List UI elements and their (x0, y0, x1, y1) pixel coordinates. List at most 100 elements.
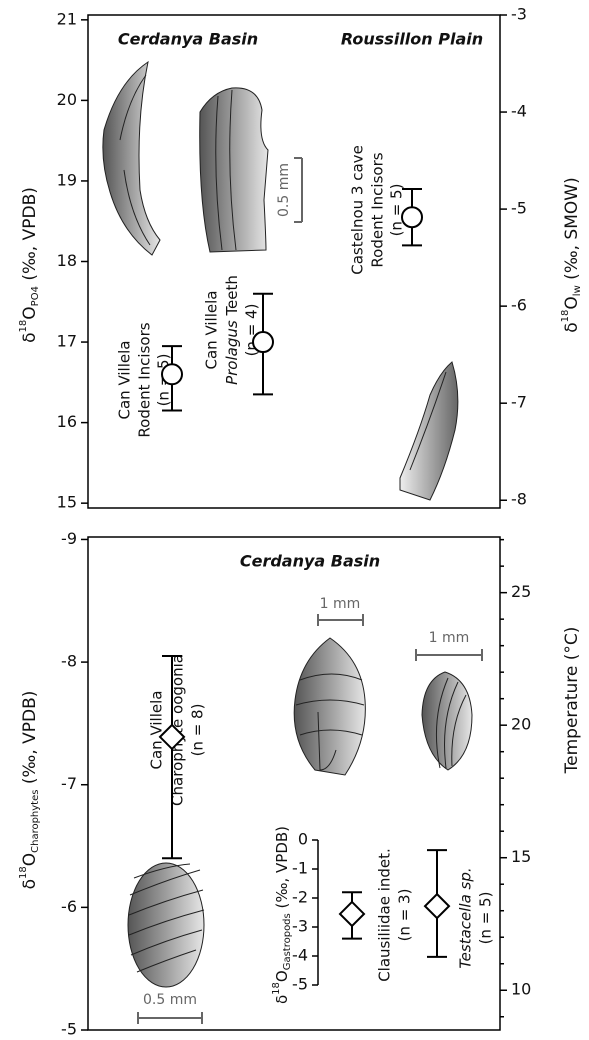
clausiliidae-drawing (293, 637, 366, 776)
heading: Roussillon Plain (341, 30, 483, 49)
point-label: Rodent Incisors (136, 322, 154, 437)
tick-label: 18 (57, 251, 77, 270)
label-part: (‰, VPDB) (273, 826, 291, 913)
label-sup: 18 (271, 982, 282, 995)
point-label: Prolagus Teeth (223, 275, 241, 385)
scale-bars (137, 157, 483, 1024)
heading: Cerdanya Basin (240, 552, 380, 571)
scale-bar (415, 649, 483, 661)
scale-label: 1 mm (320, 596, 361, 612)
tick-label: -3 (292, 917, 308, 936)
tick-label: -6 (61, 897, 77, 916)
point-label: Testacella sp. (457, 867, 475, 968)
tick-label: -8 (61, 652, 77, 671)
tick-label: 15 (57, 493, 77, 512)
label-part: δ (273, 995, 291, 1004)
label-part: Prolagus (223, 320, 241, 385)
illustrations (102, 60, 473, 988)
tick-label: -4 (511, 102, 527, 121)
point-label: Can Villela (148, 691, 166, 770)
point (161, 363, 183, 386)
point-label: Can Villela (203, 291, 221, 370)
oogonia-lines (128, 863, 205, 973)
scale-bar (317, 614, 364, 626)
tick-label: 17 (57, 332, 77, 351)
scale-bar (137, 1012, 203, 1024)
point (401, 206, 423, 229)
scale-label: 1 mm (429, 630, 470, 646)
point-label: Castelnou 3 cave (349, 145, 367, 275)
label-part: δ (20, 879, 40, 889)
tick-label: 10 (511, 980, 531, 999)
y-axis-label: δ18OPO4 (‰, VPDB) (18, 187, 41, 343)
scale-label: 0.5 mm (143, 992, 197, 1008)
testacella-drawing (421, 671, 473, 771)
tick-label: -8 (511, 490, 527, 509)
tick-label: -7 (61, 774, 77, 793)
label-part: Teeth (223, 275, 241, 320)
inset-axis-label: δ18OGastropods (‰, VPDB) (271, 826, 293, 1004)
heading: Cerdanya Basin (118, 30, 258, 49)
scale-label: 0.5 mm (276, 163, 292, 217)
tick-label: 20 (511, 715, 531, 734)
tick-label: -4 (292, 946, 308, 965)
incisor-lines (119, 74, 151, 246)
prolagus-drawing (199, 87, 269, 253)
label-sub: Charophytes (30, 790, 41, 853)
tick-label: 16 (57, 412, 77, 431)
label-sup: 18 (18, 866, 29, 879)
tick-label: 0 (298, 830, 308, 849)
incisor-drawing (102, 60, 161, 256)
label-part: (‰, VPDB) (20, 187, 40, 286)
tick-label: 19 (57, 170, 77, 189)
point-label: (n = 5) (477, 892, 495, 945)
tick-label: 20 (57, 90, 77, 109)
point-label: (n = 5) (388, 184, 406, 237)
tick-label: 15 (511, 847, 531, 866)
incisor2-lines (409, 371, 447, 471)
point-label: Can Villela (116, 341, 134, 420)
incisor2-drawing (399, 361, 459, 501)
scale-bar (294, 157, 303, 223)
bottom-frame (87, 536, 501, 1031)
tick-label: -5 (292, 975, 308, 994)
label-part: O (20, 853, 40, 866)
y2-axis-label: δ18Olw (‰, SMOW) (560, 177, 583, 332)
label-sub: lw (572, 285, 583, 296)
oogonia-drawing (127, 862, 205, 988)
clausiliidae-lines (295, 673, 365, 771)
tick-label: 21 (57, 9, 77, 28)
label-part: O (20, 306, 40, 319)
label-part: (‰, SMOW) (562, 177, 582, 285)
point-label: Clausiliidae indet. (376, 848, 394, 982)
tick-label: -1 (292, 859, 308, 878)
tick-label: -5 (61, 1020, 77, 1039)
tick-label: -6 (511, 296, 527, 315)
point-label: (n = 8) (189, 704, 207, 757)
label-sup: 18 (18, 320, 29, 333)
point-label: Rodent Incisors (369, 152, 387, 267)
tick-label: 25 (511, 582, 531, 601)
label-part: O (562, 296, 582, 309)
label-sup: 18 (560, 310, 571, 323)
tick-label: -9 (61, 529, 77, 548)
label-sub: Gastropods (282, 913, 293, 970)
label-part: δ (20, 332, 40, 342)
label-part: (‰, VPDB) (20, 691, 40, 790)
point (158, 723, 186, 751)
tick-label: -7 (511, 393, 527, 412)
label-sub: PO4 (30, 286, 41, 306)
y2-axis-label: Temperature (°C) (562, 627, 582, 775)
point (338, 900, 366, 928)
point (423, 892, 451, 920)
point-label: (n = 3) (396, 889, 414, 942)
tick-label: -5 (511, 199, 527, 218)
y-axis-label: δ18OCharophytes (‰, VPDB) (18, 691, 41, 890)
error-bar (162, 654, 182, 860)
point (252, 331, 274, 354)
tick-label: -2 (292, 888, 308, 907)
tick-label: -3 (511, 5, 527, 24)
testacella-lines (435, 677, 467, 769)
prolagus-lines (215, 89, 237, 251)
